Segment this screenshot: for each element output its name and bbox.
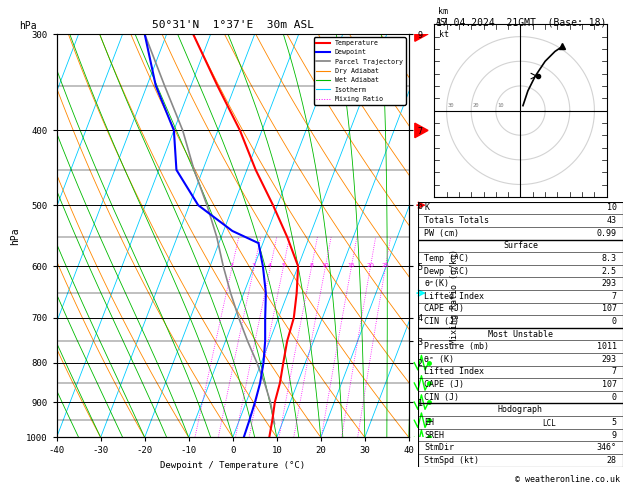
Text: kt: kt [439, 30, 449, 38]
Text: 7: 7 [611, 292, 616, 301]
Text: StmDir: StmDir [425, 443, 454, 452]
Text: K: K [425, 204, 430, 212]
Text: 4: 4 [268, 263, 272, 268]
Text: 0: 0 [611, 393, 616, 402]
Text: 8: 8 [309, 263, 313, 268]
Text: 293: 293 [601, 355, 616, 364]
Text: 20: 20 [472, 103, 479, 108]
Text: © weatheronline.co.uk: © weatheronline.co.uk [515, 474, 620, 484]
Text: CIN (J): CIN (J) [425, 317, 459, 326]
Text: PW (cm): PW (cm) [425, 229, 459, 238]
Text: 5: 5 [281, 263, 285, 268]
Text: Lifted Index: Lifted Index [425, 292, 484, 301]
Text: CAPE (J): CAPE (J) [425, 304, 464, 313]
Title: 50°31'N  1°37'E  30m ASL: 50°31'N 1°37'E 30m ASL [152, 20, 314, 31]
Text: 293: 293 [601, 279, 616, 288]
Text: Surface: Surface [503, 242, 538, 250]
Text: 0: 0 [611, 317, 616, 326]
Text: 25: 25 [381, 263, 389, 268]
Text: LCL: LCL [543, 419, 557, 428]
Legend: Temperature, Dewpoint, Parcel Trajectory, Dry Adiabat, Wet Adiabat, Isotherm, Mi: Temperature, Dewpoint, Parcel Trajectory… [313, 37, 406, 104]
Text: Most Unstable: Most Unstable [488, 330, 553, 339]
Text: 10: 10 [321, 263, 329, 268]
Text: 8.3: 8.3 [601, 254, 616, 263]
Text: CAPE (J): CAPE (J) [425, 380, 464, 389]
Text: Pressure (mb): Pressure (mb) [425, 342, 489, 351]
Text: 5: 5 [611, 418, 616, 427]
Text: θᵉ(K): θᵉ(K) [425, 279, 449, 288]
Text: Lifted Index: Lifted Index [425, 367, 484, 377]
Text: 17.04.2024  21GMT  (Base: 18): 17.04.2024 21GMT (Base: 18) [436, 17, 606, 27]
Text: 9: 9 [611, 431, 616, 439]
Text: SREH: SREH [425, 431, 445, 439]
Text: 3: 3 [252, 263, 256, 268]
Text: 20: 20 [366, 263, 374, 268]
Text: 1011: 1011 [596, 342, 616, 351]
Text: CIN (J): CIN (J) [425, 393, 459, 402]
Text: EH: EH [425, 418, 435, 427]
Text: km
ASL: km ASL [436, 7, 451, 27]
Text: 30: 30 [448, 103, 454, 108]
Text: Hodograph: Hodograph [498, 405, 543, 414]
Text: 2.5: 2.5 [601, 266, 616, 276]
Text: 346°: 346° [596, 443, 616, 452]
X-axis label: Dewpoint / Temperature (°C): Dewpoint / Temperature (°C) [160, 461, 305, 470]
Text: 28: 28 [606, 456, 616, 465]
Text: StmSpd (kt): StmSpd (kt) [425, 456, 479, 465]
Text: 107: 107 [601, 380, 616, 389]
Text: 107: 107 [601, 304, 616, 313]
Text: 10: 10 [497, 103, 504, 108]
Text: 15: 15 [347, 263, 355, 268]
Text: Totals Totals: Totals Totals [425, 216, 489, 225]
Text: 0.99: 0.99 [596, 229, 616, 238]
Text: 7: 7 [611, 367, 616, 377]
Polygon shape [415, 27, 428, 41]
Text: hPa: hPa [19, 21, 36, 31]
Text: θᵉ (K): θᵉ (K) [425, 355, 454, 364]
Text: 43: 43 [606, 216, 616, 225]
Text: 2: 2 [230, 263, 234, 268]
Polygon shape [415, 123, 428, 138]
Text: Temp (°C): Temp (°C) [425, 254, 469, 263]
Text: Mixing Ratio (g/kg): Mixing Ratio (g/kg) [450, 249, 459, 344]
Y-axis label: hPa: hPa [11, 227, 21, 244]
Text: 10: 10 [606, 204, 616, 212]
Text: Dewp (°C): Dewp (°C) [425, 266, 469, 276]
